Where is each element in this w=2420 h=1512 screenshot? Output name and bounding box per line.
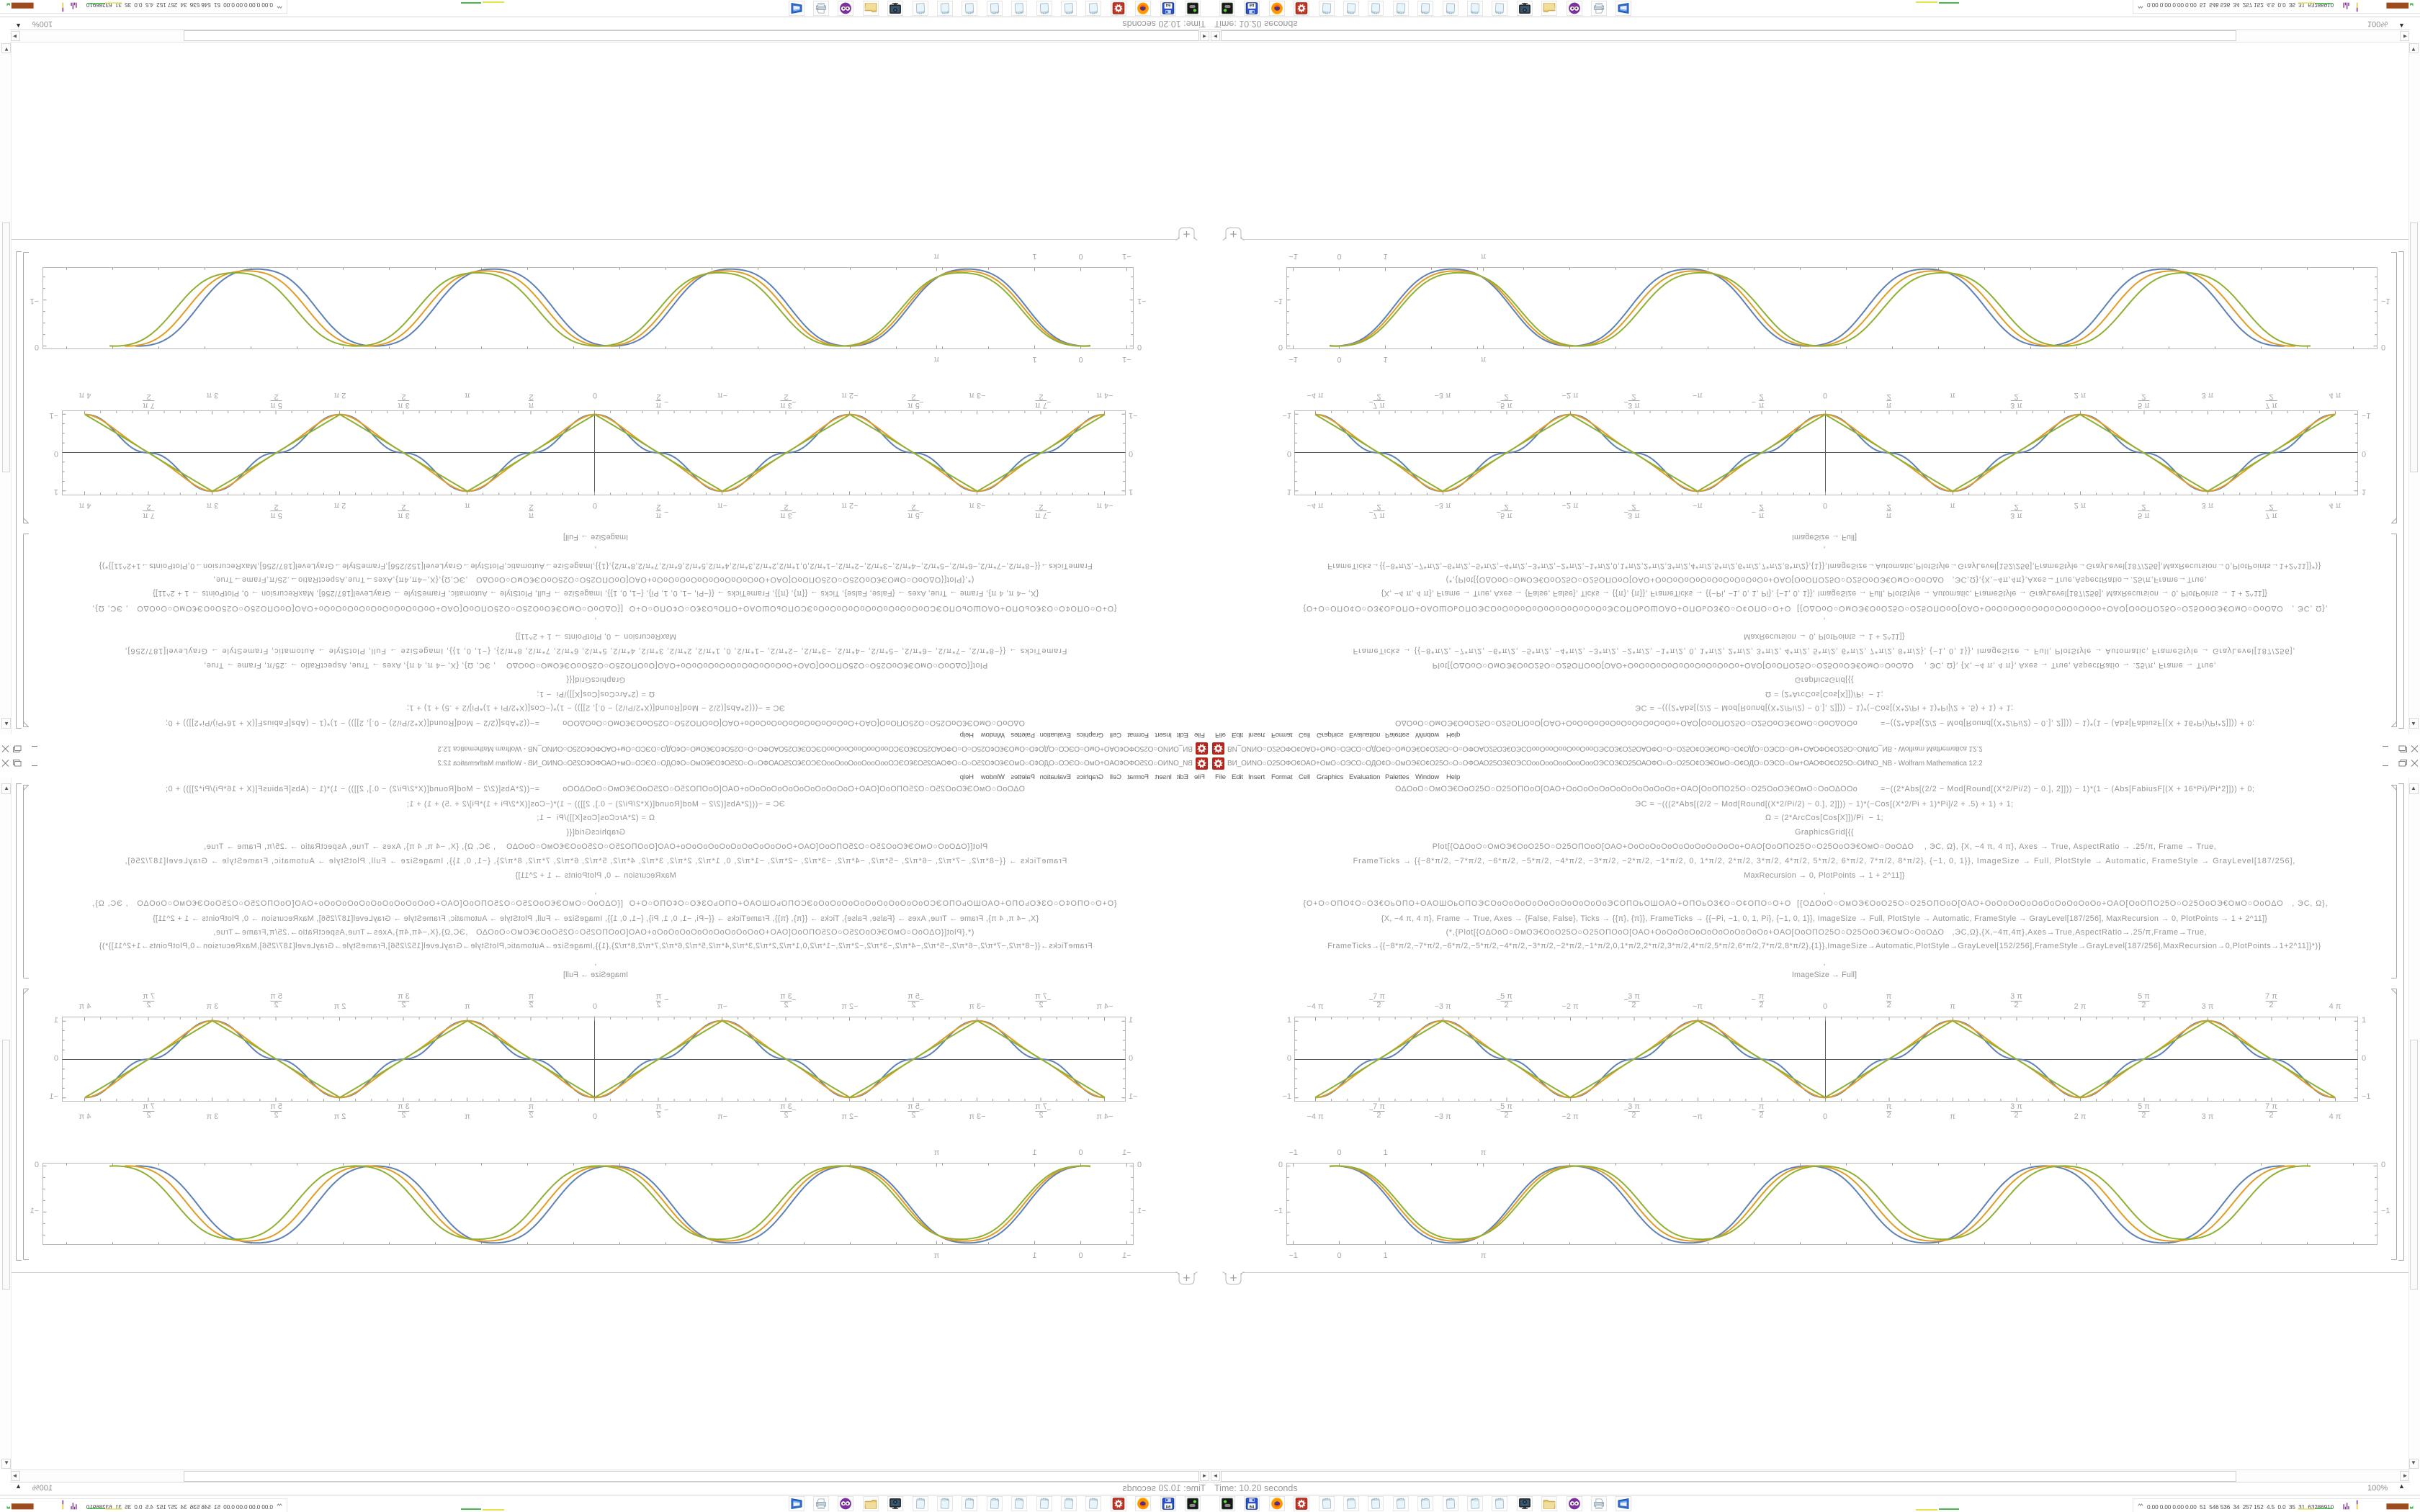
svg-text:64: 64 <box>1250 1505 1255 1509</box>
svg-text:64: 64 <box>1250 3 1255 7</box>
svg-text:64: 64 <box>1165 3 1170 7</box>
svg-text:64: 64 <box>1165 1505 1170 1509</box>
